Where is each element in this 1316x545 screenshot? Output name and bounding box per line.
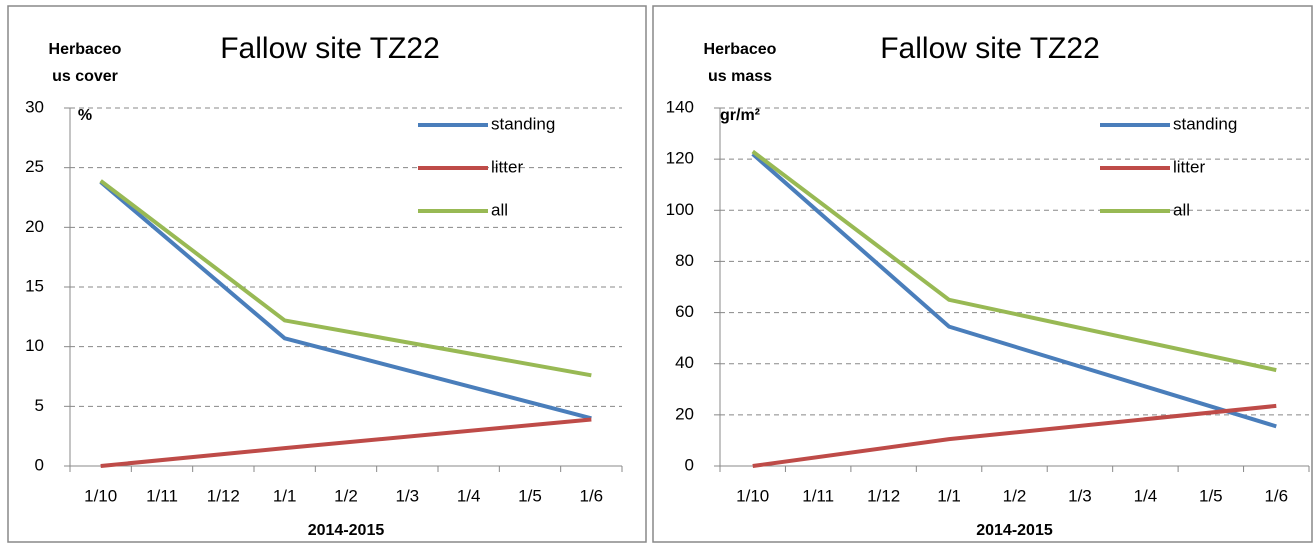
series-line: [752, 403, 1277, 468]
legend-label: litter: [1173, 157, 1205, 176]
y-tick-label: 20: [25, 217, 44, 236]
y-axis-label: gr/m²: [720, 107, 760, 124]
y-tick-label: 120: [666, 149, 694, 168]
y-axis-label: us cover: [52, 68, 118, 85]
y-tick-label: 25: [25, 157, 44, 176]
x-tick-label: 1/2: [1003, 486, 1027, 505]
x-tick-label: 1/10: [736, 486, 769, 505]
y-tick-label: 10: [25, 336, 44, 355]
legend-label: litter: [491, 157, 523, 176]
x-tick-label: 1/6: [1264, 486, 1288, 505]
x-tick-label: 1/1: [273, 486, 297, 505]
series-line: [99, 179, 592, 378]
x-tick-label: 1/10: [84, 486, 117, 505]
y-tick-label: 80: [675, 251, 694, 270]
y-tick-label: 100: [666, 200, 694, 219]
y-tick-label: 5: [35, 396, 44, 415]
y-axis-label: Herbaceo: [704, 41, 777, 58]
y-tick-label: 140: [666, 97, 694, 116]
x-axis-label: 2014-2015: [308, 522, 385, 539]
x-tick-label: 1/5: [518, 486, 542, 505]
series-line: [100, 417, 592, 468]
x-tick-label: 1/4: [1134, 486, 1158, 505]
y-tick-label: 60: [675, 302, 694, 321]
x-tick-label: 1/3: [1068, 486, 1092, 505]
x-axis-label: 2014-2015: [976, 522, 1053, 539]
y-tick-label: 20: [675, 404, 694, 423]
x-tick-label: 1/5: [1199, 486, 1223, 505]
x-tick-label: 1/6: [580, 486, 604, 505]
legend-label: standing: [1173, 114, 1237, 133]
x-tick-label: 1/12: [867, 486, 900, 505]
legend-label: standing: [491, 114, 555, 133]
x-tick-label: 1/11: [146, 486, 178, 505]
y-tick-label: 0: [685, 455, 694, 474]
panel-border: [7, 5, 647, 543]
y-axis-label: Herbaceo: [49, 41, 122, 58]
legend-label: all: [1173, 200, 1190, 219]
y-axis-label: us mass: [708, 68, 772, 85]
y-tick-label: 0: [35, 455, 44, 474]
x-tick-label: 1/3: [396, 486, 420, 505]
legend-label: all: [491, 200, 508, 219]
chart-title: Fallow site TZ22: [220, 32, 440, 65]
y-tick-label: 40: [675, 353, 694, 372]
x-tick-label: 1/2: [334, 486, 358, 505]
chart-title: Fallow site TZ22: [880, 32, 1100, 65]
x-tick-label: 1/4: [457, 486, 481, 505]
series-line: [751, 149, 1277, 373]
x-tick-label: 1/11: [802, 486, 834, 505]
x-tick-label: 1/12: [207, 486, 240, 505]
y-tick-label: 30: [25, 97, 44, 116]
series-line: [751, 152, 1277, 429]
y-axis-label: %: [78, 107, 92, 124]
x-tick-label: 1/1: [937, 486, 961, 505]
panel-border: [652, 5, 1313, 543]
y-tick-label: 15: [25, 276, 44, 295]
series-line: [99, 180, 592, 421]
